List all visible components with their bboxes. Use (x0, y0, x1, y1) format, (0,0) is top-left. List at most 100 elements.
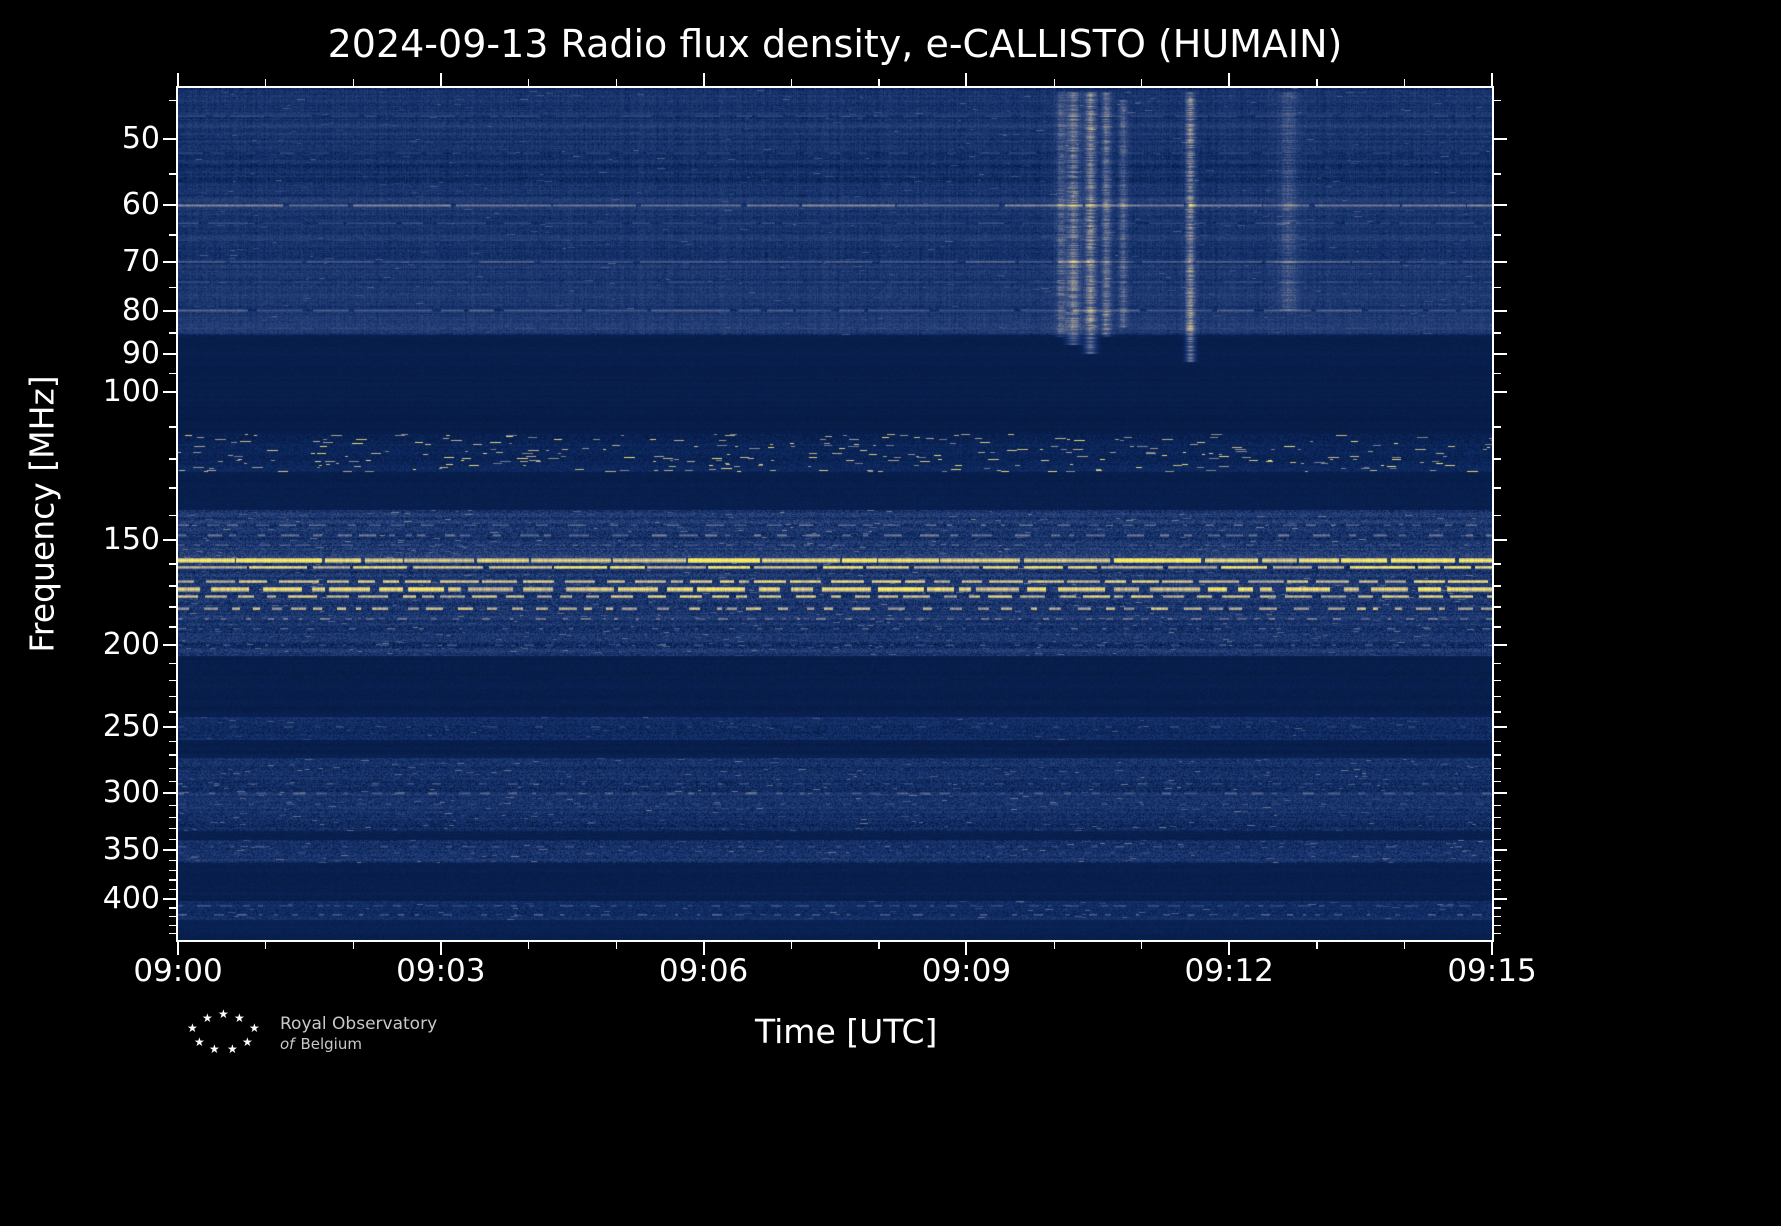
y-major-tick (1494, 309, 1507, 312)
y-major-tick (163, 644, 176, 647)
x-minor-tick (265, 79, 267, 86)
y-minor-tick (169, 99, 176, 102)
y-minor-tick (169, 286, 176, 288)
x-tick-label: 09:15 (1447, 953, 1537, 989)
x-axis-label: Time [UTC] (755, 1012, 938, 1051)
x-major-tick (1491, 73, 1493, 86)
logo-star-icon: ★ (234, 1011, 245, 1025)
y-minor-tick (169, 458, 176, 460)
y-minor-tick (169, 711, 176, 713)
y-major-tick (163, 391, 176, 394)
logo-star-icon: ★ (249, 1021, 260, 1035)
y-minor-tick (169, 514, 176, 516)
y-minor-tick (1494, 754, 1501, 756)
y-minor-tick (1494, 173, 1501, 175)
x-minor-tick (1316, 79, 1318, 86)
x-minor-tick (527, 79, 530, 86)
rob-logo: ★ ★ ★ ★ ★ ★ ★ ★ ★ (186, 1007, 260, 1056)
y-minor-tick (169, 585, 176, 587)
y-minor-tick (169, 816, 176, 818)
y-tick-label: 90 (121, 335, 160, 371)
y-minor-tick (169, 767, 176, 770)
x-minor-tick (1403, 942, 1406, 949)
y-major-tick (163, 848, 176, 851)
logo-star-icon: ★ (209, 1042, 220, 1056)
y-minor-tick (1494, 907, 1501, 909)
y-major-tick (1494, 260, 1507, 263)
y-minor-tick (1494, 563, 1501, 565)
x-major-tick (439, 942, 442, 955)
y-major-tick (1494, 792, 1507, 795)
y-minor-tick (1494, 286, 1501, 288)
y-tick-label: 300 (102, 775, 160, 811)
y-minor-tick (169, 859, 176, 861)
y-minor-tick (169, 606, 176, 608)
y-minor-tick (169, 426, 176, 428)
y-minor-tick (1494, 804, 1501, 807)
y-minor-tick (1494, 99, 1501, 102)
y-minor-tick (1494, 932, 1501, 935)
x-tick-label: 09:12 (1184, 953, 1274, 989)
y-tick-label: 250 (102, 708, 160, 744)
y-minor-tick (1494, 679, 1501, 682)
y-minor-tick (169, 915, 176, 918)
x-minor-tick (1316, 942, 1318, 949)
logo-star-icon: ★ (218, 1007, 229, 1021)
x-tick-label: 09:03 (396, 953, 486, 989)
logo-star-icon: ★ (227, 1042, 238, 1056)
y-major-tick (1494, 897, 1507, 900)
logo-star-icon: ★ (194, 1035, 205, 1049)
logo-star-icon: ★ (202, 1011, 213, 1025)
y-minor-tick (169, 879, 176, 881)
y-minor-tick (169, 827, 176, 830)
x-major-tick (1228, 73, 1231, 86)
y-major-tick (163, 204, 176, 207)
y-minor-tick (169, 924, 176, 926)
y-minor-tick (169, 754, 176, 756)
x-minor-tick (790, 942, 793, 949)
x-major-tick (965, 73, 968, 86)
y-minor-tick (169, 487, 176, 489)
y-minor-tick (1494, 332, 1501, 334)
x-major-tick (1491, 942, 1493, 955)
y-major-tick (163, 897, 176, 900)
logo-star-icon: ★ (242, 1035, 253, 1049)
y-minor-tick (169, 626, 176, 628)
y-minor-tick (169, 234, 176, 236)
x-minor-tick (527, 942, 530, 949)
y-minor-tick (169, 695, 176, 698)
y-minor-tick (1494, 915, 1501, 918)
y-minor-tick (1494, 514, 1501, 516)
y-minor-tick (1494, 372, 1501, 375)
y-minor-tick (1494, 606, 1501, 608)
y-minor-tick (169, 804, 176, 807)
y-minor-tick (1494, 869, 1501, 871)
y-tick-label: 350 (102, 831, 160, 867)
y-minor-tick (1494, 767, 1501, 770)
y-minor-tick (1494, 879, 1501, 881)
y-axis-label: Frequency [MHz] (22, 375, 62, 653)
y-minor-tick (1494, 827, 1501, 830)
x-major-tick (177, 73, 179, 86)
rob-logo-text: Royal Observatory of Belgium (280, 1014, 437, 1054)
y-minor-tick (1494, 585, 1501, 587)
y-minor-tick (1494, 780, 1501, 782)
y-tick-label: 60 (121, 187, 160, 223)
y-tick-label: 400 (102, 880, 160, 916)
y-minor-tick (169, 679, 176, 682)
y-major-tick (163, 309, 176, 312)
y-minor-tick (1494, 859, 1501, 861)
rob-logo-line1: Royal Observatory (280, 1014, 438, 1034)
y-tick-label: 150 (102, 522, 160, 558)
y-minor-tick (169, 907, 176, 909)
y-minor-tick (1494, 711, 1501, 713)
rob-logo-country: Belgium (300, 1035, 362, 1053)
x-minor-tick (615, 942, 617, 949)
y-minor-tick (169, 780, 176, 782)
y-tick-label: 100 (102, 374, 160, 410)
y-minor-tick (1494, 924, 1501, 926)
y-minor-tick (169, 838, 176, 841)
logo-star-icon: ★ (187, 1021, 198, 1035)
y-tick-label: 70 (121, 243, 160, 279)
x-major-tick (702, 942, 705, 955)
